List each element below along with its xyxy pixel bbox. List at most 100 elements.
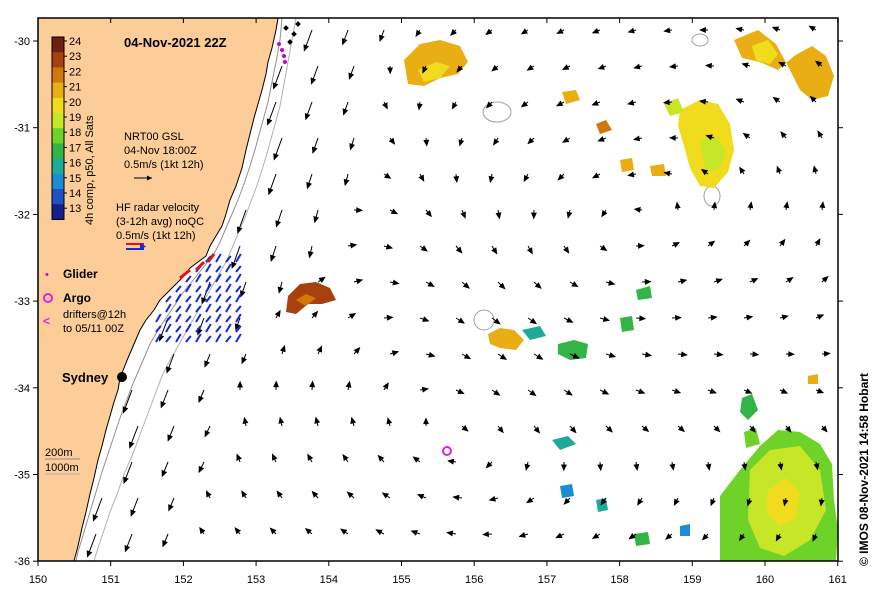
current-arrowhead	[205, 490, 212, 498]
current-arrowhead	[565, 389, 573, 396]
hf-arrow	[155, 313, 162, 323]
gsl-legend-line3: 0.5m/s (1kt 12h)	[124, 159, 203, 171]
hf-arrow	[165, 295, 172, 303]
current-arrowhead	[388, 137, 396, 145]
current-arrowhead	[632, 135, 641, 142]
colorbar-title: 4h comp, p50, All Sats	[84, 115, 96, 225]
hf-arrow	[165, 303, 172, 313]
hf-arrow	[235, 293, 242, 303]
current-arrowhead	[385, 243, 394, 250]
current-arrowhead	[566, 211, 573, 219]
hf-arrow	[225, 275, 232, 283]
current-arrowhead	[267, 187, 274, 196]
current-arrowhead	[628, 533, 636, 540]
x-tick-label: 158	[610, 574, 628, 586]
hf-arrow	[185, 275, 192, 283]
hf-arrow	[195, 313, 202, 323]
current-arrowhead	[633, 463, 640, 472]
hf-arrow	[165, 323, 172, 333]
current-arrowhead	[601, 388, 610, 395]
current-arrowhead	[555, 100, 564, 107]
current-arrowhead	[608, 352, 617, 358]
current-arrowhead	[520, 100, 528, 108]
current-arrowhead	[713, 425, 721, 433]
colorbar-segment	[52, 113, 64, 129]
current-arrowhead	[814, 238, 821, 246]
current-arrowhead	[708, 240, 716, 248]
hf-arrow	[205, 303, 212, 313]
current-arrowhead	[711, 201, 718, 209]
colorbar-segment	[52, 143, 64, 160]
current-arrowhead	[821, 275, 829, 283]
current-arrowhead	[562, 136, 570, 143]
colorbar-segment	[52, 204, 64, 220]
current-arrowhead	[416, 103, 423, 111]
hf-arrow	[205, 275, 212, 283]
current-arrowhead	[529, 317, 538, 325]
y-tick-label: -32	[14, 209, 30, 221]
current-arrowhead	[816, 387, 825, 394]
current-arrowhead	[161, 469, 168, 478]
y-tick-label: -34	[14, 383, 30, 395]
current-arrowhead	[307, 453, 314, 461]
current-arrowhead	[273, 380, 280, 388]
current-arrowhead	[387, 67, 394, 75]
current-arrowhead	[524, 463, 531, 471]
current-arrowhead	[741, 463, 748, 471]
current-arrowhead	[455, 246, 463, 254]
current-arrowhead	[675, 314, 682, 321]
hf-arrow-red	[194, 260, 206, 272]
current-arrowhead	[815, 60, 823, 68]
colorbar-tick-label: 16	[69, 158, 81, 170]
drifters-legend-line1: drifters@12h	[63, 309, 126, 321]
current-arrowhead	[742, 132, 750, 140]
current-arrowhead	[162, 539, 168, 548]
current-arrowhead	[663, 170, 671, 177]
current-arrowhead	[499, 353, 508, 360]
gsl-scale-arrow	[134, 175, 152, 181]
hf-arrow	[235, 313, 242, 323]
current-arrowhead	[456, 65, 464, 73]
current-arrowhead	[377, 454, 385, 462]
current-arrowhead	[526, 247, 533, 255]
current-arrowhead	[349, 143, 355, 151]
current-arrowhead	[348, 313, 357, 320]
glider-legend-label: Glider	[63, 267, 98, 281]
x-tick-label: 150	[29, 574, 47, 586]
current-arrowhead	[350, 242, 358, 249]
current-arrowhead	[204, 360, 210, 368]
hf-arrow	[175, 285, 182, 293]
current-arrowhead	[313, 215, 320, 224]
current-arrowhead	[160, 401, 167, 409]
city-label: Sydney	[62, 370, 109, 385]
current-arrowhead	[752, 351, 760, 358]
sst-colorbar: 24 23 22 21 20 19 18 17 16 15 14 13	[51, 36, 81, 220]
current-arrowhead	[627, 99, 635, 106]
current-arrowhead	[627, 171, 635, 178]
hf-arrow	[235, 305, 242, 313]
hf-arrow-red	[206, 253, 216, 263]
current-arrowhead	[379, 34, 385, 42]
colorbar-tick-label: 13	[69, 203, 81, 215]
colorbar-segment	[52, 67, 64, 84]
current-arrowhead	[345, 380, 352, 388]
current-arrowhead	[715, 278, 723, 284]
current-arrowhead	[198, 465, 205, 474]
current-arrowhead	[427, 281, 435, 287]
current-arrowhead	[497, 426, 504, 434]
drifter-legend-symbol: <	[43, 314, 50, 328]
current-arrowhead	[716, 351, 724, 358]
hf-arrow	[235, 325, 242, 333]
current-arrowhead	[699, 27, 706, 33]
current-arrowhead	[705, 62, 712, 69]
current-arrowhead	[812, 165, 819, 173]
hf-arrow	[175, 293, 182, 303]
current-arrowhead	[418, 174, 425, 182]
current-arrowhead	[669, 63, 677, 70]
current-arrowhead	[745, 388, 753, 394]
current-arrowhead	[637, 388, 646, 394]
current-arrowhead	[673, 498, 680, 506]
current-arrowhead	[168, 504, 174, 512]
current-arrowhead	[495, 212, 502, 220]
current-arrowhead	[591, 100, 599, 106]
